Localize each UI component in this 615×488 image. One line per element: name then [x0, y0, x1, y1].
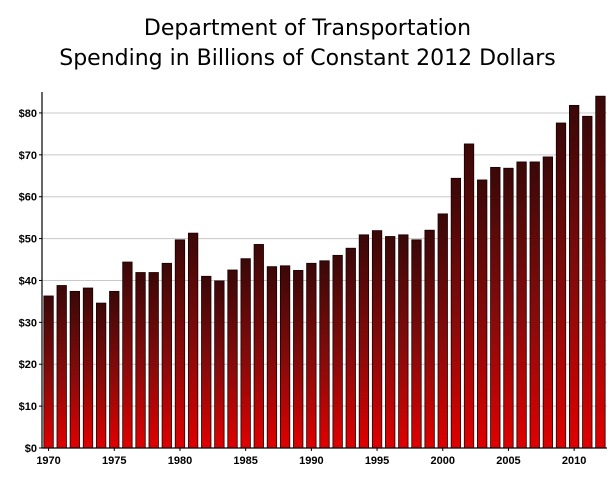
- bar-1975: [109, 290, 120, 449]
- bar-1992: [332, 254, 343, 449]
- bars: [43, 95, 606, 449]
- bar-1997: [398, 234, 409, 449]
- x-tick-label: 1970: [36, 455, 60, 467]
- bar-2009: [555, 122, 567, 449]
- x-tick-label: 1980: [168, 455, 192, 467]
- bar-2010: [569, 105, 580, 449]
- x-tick-label: 1995: [365, 455, 389, 467]
- bar-1978: [148, 272, 159, 449]
- bar-2011: [582, 115, 593, 449]
- bar-2006: [516, 161, 527, 449]
- y-tick-label: $50: [19, 234, 37, 246]
- bar-1995: [371, 230, 383, 449]
- bar-1998: [411, 239, 422, 449]
- bar-1971: [56, 285, 67, 449]
- bar-1994: [358, 234, 370, 449]
- x-tick-label: 1990: [299, 455, 323, 467]
- bar-2000: [437, 213, 448, 449]
- x-tick-label: 1975: [102, 455, 126, 467]
- y-tick-label: $70: [19, 150, 37, 162]
- axes: [41, 92, 607, 449]
- bar-1979: [161, 262, 172, 449]
- bar-1988: [279, 265, 291, 449]
- y-tick-label: $0: [25, 443, 37, 455]
- chart-title: Department of Transportation Spending in…: [0, 14, 615, 74]
- bar-1987: [266, 266, 278, 449]
- bar-1980: [174, 239, 186, 449]
- x-tick-label: 1985: [233, 455, 257, 467]
- bar-1972: [69, 290, 80, 449]
- bar-1999: [424, 229, 435, 449]
- bar-1991: [319, 260, 330, 449]
- chart-title-line-2: Spending in Billions of Constant 2012 Do…: [59, 46, 556, 71]
- bar-2002: [463, 143, 475, 449]
- x-tick-label: 2010: [562, 455, 586, 467]
- bar-2004: [490, 166, 501, 449]
- bar-1996: [385, 236, 396, 449]
- bar-1984: [227, 269, 238, 449]
- bar-2003: [477, 179, 488, 449]
- y-tick-label: $60: [19, 192, 37, 204]
- y-tick-label: $80: [19, 108, 37, 120]
- bar-2007: [529, 161, 540, 449]
- bar-1985: [240, 258, 251, 449]
- bar-1983: [214, 280, 225, 449]
- bar-1970: [43, 295, 54, 449]
- bar-1989: [293, 270, 304, 449]
- y-tick-label: $10: [19, 401, 37, 413]
- bar-1976: [122, 261, 133, 449]
- y-tick-label: $20: [19, 359, 37, 371]
- bar-1973: [82, 287, 94, 449]
- bar-2005: [503, 167, 514, 449]
- x-tick-labels: 1970 1975 1980 1985 1990 1995 2000 2005 2010: [36, 448, 586, 467]
- bar-1993: [345, 247, 356, 449]
- bar-1974: [96, 302, 107, 449]
- bar-1981: [187, 232, 199, 449]
- y-tick-label: $30: [19, 317, 37, 329]
- bar-1982: [201, 275, 212, 449]
- x-tick-label: 2005: [496, 455, 520, 467]
- x-tick-label: 2000: [431, 455, 455, 467]
- y-tick-label: $40: [19, 275, 37, 287]
- bar-1990: [306, 262, 317, 449]
- bar-2012: [595, 95, 606, 449]
- bar-1986: [253, 244, 264, 449]
- chart-title-line-1: Department of Transportation: [143, 16, 472, 41]
- y-tick-labels: $0 $10 $20 $30 $40 $50 $60 $70 $80: [19, 108, 42, 455]
- bar-1977: [135, 272, 146, 449]
- bar-2001: [450, 177, 462, 449]
- bar-2008: [542, 156, 554, 449]
